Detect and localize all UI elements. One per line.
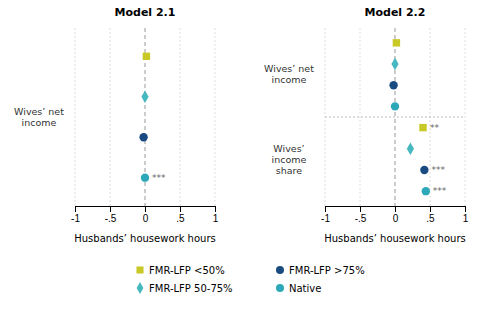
point [141, 173, 149, 181]
tick: 0 [393, 206, 399, 224]
legend: FMR-LFP <50% FMR-LFP 50-75% FMR-LFP >75% Na… [136, 265, 364, 294]
legend-label: FMR-LFP >75% [289, 265, 365, 276]
tick: -.5 [355, 206, 367, 224]
axis-line [76, 207, 216, 213]
legend-label: FMR-LFP <50% [149, 265, 225, 276]
point [393, 39, 400, 46]
significance-label: *** [152, 173, 166, 183]
significance-label: *** [433, 186, 447, 196]
group-label-line: share [276, 165, 302, 176]
tick-mark [75, 206, 76, 212]
point-labels: *** [152, 173, 166, 183]
group-label: Wives’ netincome [14, 106, 64, 128]
points [139, 53, 150, 182]
tick-mark [360, 206, 361, 212]
tick-mark [465, 206, 466, 212]
grid-line [215, 28, 216, 206]
point [139, 133, 147, 141]
x-axis: -1 -.5 0 .5 1 [321, 206, 469, 224]
tick-label: 1 [213, 213, 219, 224]
group-label: Wives’incomeshare [272, 143, 307, 176]
tick-mark [430, 206, 431, 212]
figure: ***Wives’ netincome-1-.50.51Husbands’ ho… [0, 0, 500, 318]
tick-label: -1 [71, 213, 80, 224]
point-labels: ******** [430, 123, 447, 197]
group-label-line: income [272, 74, 307, 85]
tick-label: .5 [176, 213, 185, 224]
group-label-line: Wives’ net [264, 63, 314, 74]
group-separator [325, 117, 465, 118]
legend-item: Native [276, 283, 321, 294]
tick-mark [110, 206, 111, 212]
tick-mark [325, 206, 326, 212]
group-label-line: income [22, 117, 57, 128]
group-label-line: income [272, 154, 307, 165]
legend-label: FMR-LFP 50-75% [149, 283, 233, 294]
axis-line [326, 207, 466, 213]
x-axis-title: Husbands’ housework hours [74, 233, 215, 244]
tick-mark [395, 206, 396, 212]
tick-mark [180, 206, 181, 212]
tick: -1 [71, 206, 80, 224]
tick-label: -.5 [355, 213, 367, 224]
legend-marker [136, 266, 143, 273]
grid-line [360, 28, 361, 206]
tick-label: .5 [426, 213, 435, 224]
grid-line [180, 28, 181, 206]
legend-marker [137, 282, 144, 294]
tick: -1 [321, 206, 330, 224]
point [419, 124, 426, 131]
point [422, 187, 430, 195]
tick-label: 0 [143, 213, 149, 224]
tick: 0 [143, 206, 149, 224]
points [389, 39, 430, 195]
title: Model 2.2 [365, 6, 426, 19]
significance-label: *** [431, 165, 445, 175]
panel: ********Wives’ netincomeWives’incomeshar… [264, 6, 469, 244]
tick: 1 [213, 206, 219, 224]
tick: -.5 [105, 206, 117, 224]
point [420, 166, 428, 174]
group-label-line: Wives’ net [14, 106, 64, 117]
significance-label: ** [430, 123, 440, 133]
tick-label: -.5 [105, 213, 117, 224]
tick-label: 0 [393, 213, 399, 224]
legend-item: FMR-LFP >75% [276, 265, 365, 276]
title: Model 2.1 [115, 6, 176, 19]
tick-mark [215, 206, 216, 212]
point [389, 81, 397, 89]
legend-label: Native [289, 283, 321, 294]
tick: 1 [463, 206, 469, 224]
tick-label: 1 [463, 213, 469, 224]
x-axis: -1 -.5 0 .5 1 [71, 206, 219, 224]
group-label: Wives’ netincome [264, 63, 314, 85]
point [143, 53, 150, 60]
legend-marker [276, 284, 284, 292]
tick: .5 [176, 206, 185, 224]
legend-item: FMR-LFP 50-75% [137, 282, 233, 294]
tick-label: -1 [321, 213, 330, 224]
grid-line [75, 28, 76, 206]
point [141, 91, 148, 103]
point [391, 102, 399, 110]
point [391, 58, 398, 70]
legend-item: FMR-LFP <50% [136, 265, 224, 276]
x-axis-title: Husbands’ housework hours [324, 233, 465, 244]
point [407, 143, 414, 155]
tick: .5 [426, 206, 435, 224]
group-label-line: Wives’ [273, 143, 304, 154]
tick-mark [145, 206, 146, 212]
legend-marker [276, 266, 284, 274]
panel: *** Wives’ netincome -1 -.5 0 .5 1 Husbands’ ho… [14, 6, 219, 244]
grid-line [110, 28, 111, 206]
